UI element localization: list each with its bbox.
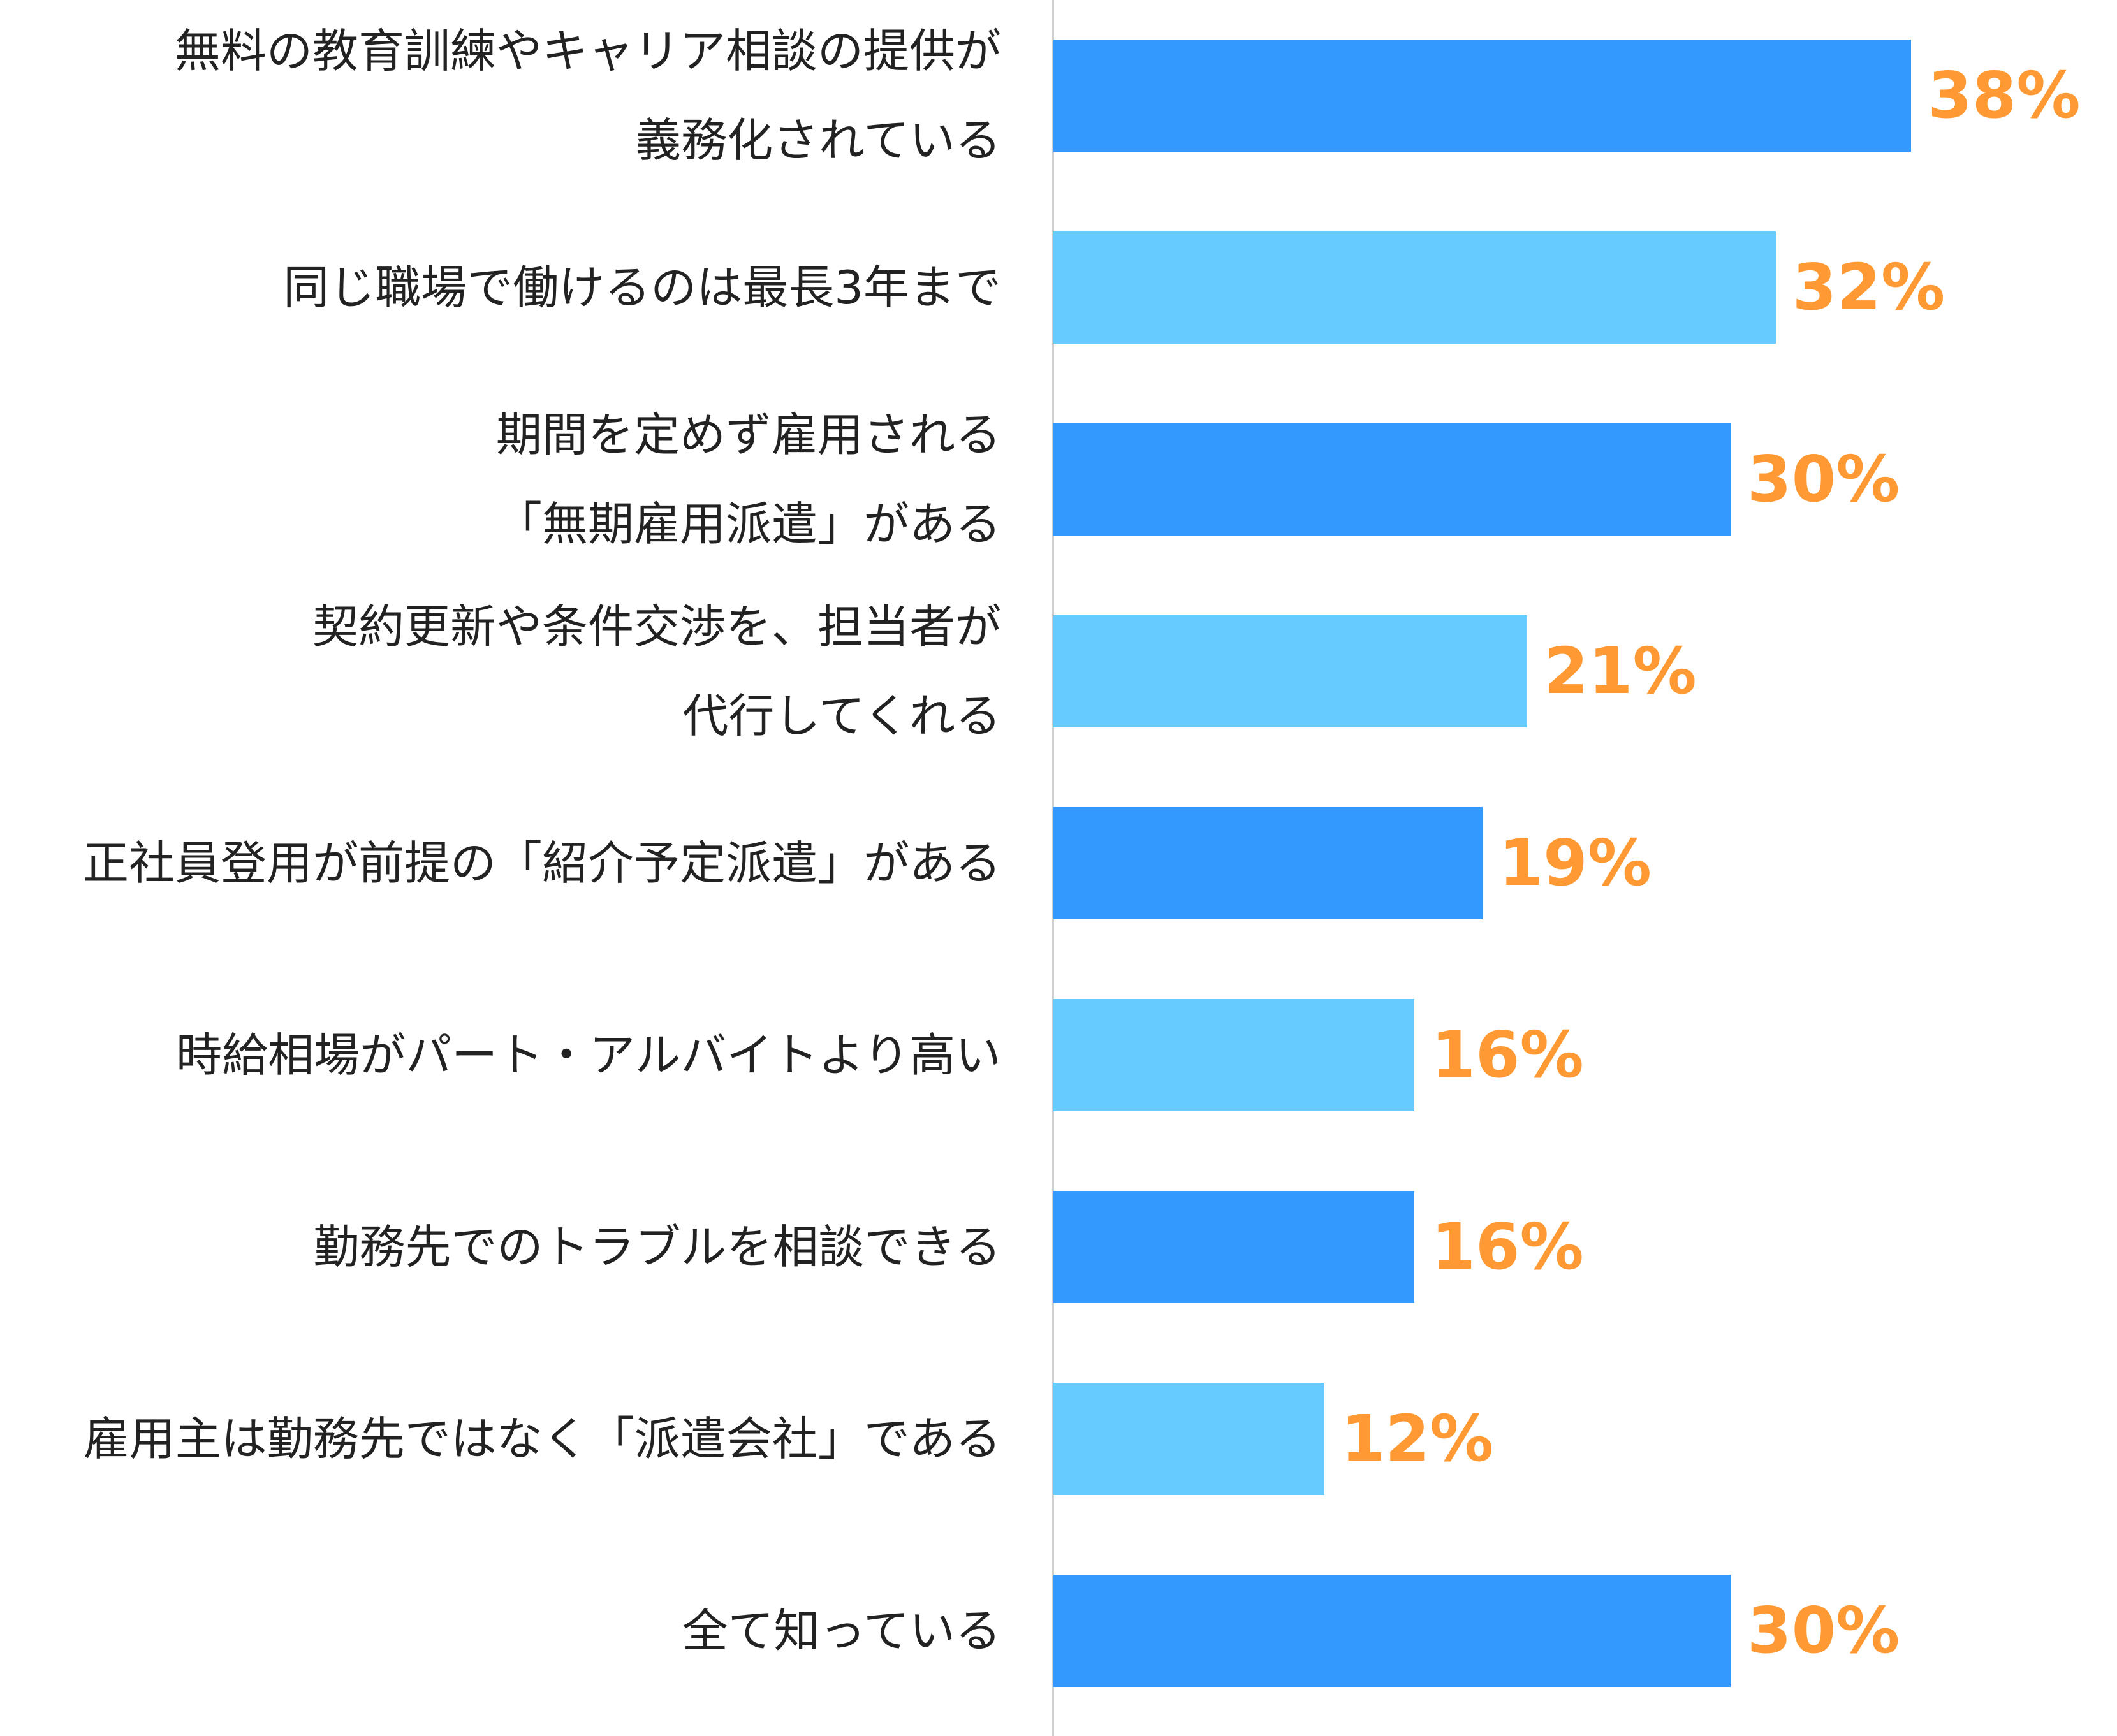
category-label-2-line-1: 同じ職場で働けるのは最長3年まで (283, 261, 1001, 314)
value-label-8: 12% (1340, 1401, 1494, 1476)
value-label-3: 30% (1747, 442, 1900, 516)
category-label-7: 勤務先でのトラブルを相談できる (0, 1202, 1001, 1292)
value-label-1: 38% (1928, 58, 2081, 133)
category-label-7-line-1: 勤務先でのトラブルを相談できる (313, 1220, 1001, 1274)
category-label-1-line-1: 無料の教育訓練やキャリア相談の提供が (174, 24, 1001, 78)
category-label-1-line-2: 義務化されている (635, 113, 1001, 167)
value-label-9: 30% (1747, 1593, 1900, 1668)
category-axis-line (1052, 0, 1054, 1736)
bar-1 (1053, 40, 1912, 152)
bar-2 (1053, 231, 1776, 344)
value-label-2: 32% (1792, 250, 1945, 325)
bar-4 (1053, 615, 1528, 727)
category-label-6: 時給相場がパート・アルバイトより高い (0, 1010, 1001, 1100)
bar-5 (1053, 807, 1483, 919)
value-label-7: 16% (1431, 1209, 1584, 1284)
category-label-1: 無料の教育訓練やキャリア相談の提供が義務化されている (0, 6, 1001, 185)
category-label-5-line-1: 正社員登用が前提の「紹介予定派遣」がある (82, 836, 1001, 890)
category-label-8-line-1: 雇用主は勤務先ではなく「派遣会社」である (83, 1412, 1001, 1466)
value-label-4: 21% (1544, 634, 1697, 708)
category-label-4-line-2: 代行してくれる (682, 689, 1001, 743)
category-label-5: 正社員登用が前提の「紹介予定派遣」がある (0, 819, 1001, 908)
value-label-6: 16% (1431, 1018, 1584, 1092)
bar-7 (1053, 1191, 1415, 1303)
category-label-9: 全て知っている (0, 1586, 1001, 1675)
value-label-5: 19% (1498, 826, 1652, 900)
category-label-3-line-1: 期間を定めず雇用される (495, 408, 1001, 462)
bar-8 (1053, 1383, 1324, 1495)
category-label-9-line-1: 全て知っている (682, 1604, 1001, 1658)
bar-6 (1053, 999, 1415, 1111)
category-label-6-line-1: 時給相場がパート・アルバイトより高い (176, 1028, 1001, 1082)
category-label-4: 契約更新や条件交渉を、担当者が代行してくれる (0, 582, 1001, 761)
bar-3 (1053, 423, 1731, 536)
category-label-3: 期間を定めず雇用される 「無期雇用派遣」がある (0, 390, 1001, 569)
category-label-4-line-1: 契約更新や条件交渉を、担当者が (312, 600, 1001, 653)
category-label-3-line-2: 「無期雇用派遣」がある (495, 497, 1001, 551)
category-label-2: 同じ職場で働けるのは最長3年まで (0, 243, 1001, 332)
bar-9 (1053, 1575, 1731, 1687)
category-label-8: 雇用主は勤務先ではなく「派遣会社」である (0, 1394, 1001, 1484)
